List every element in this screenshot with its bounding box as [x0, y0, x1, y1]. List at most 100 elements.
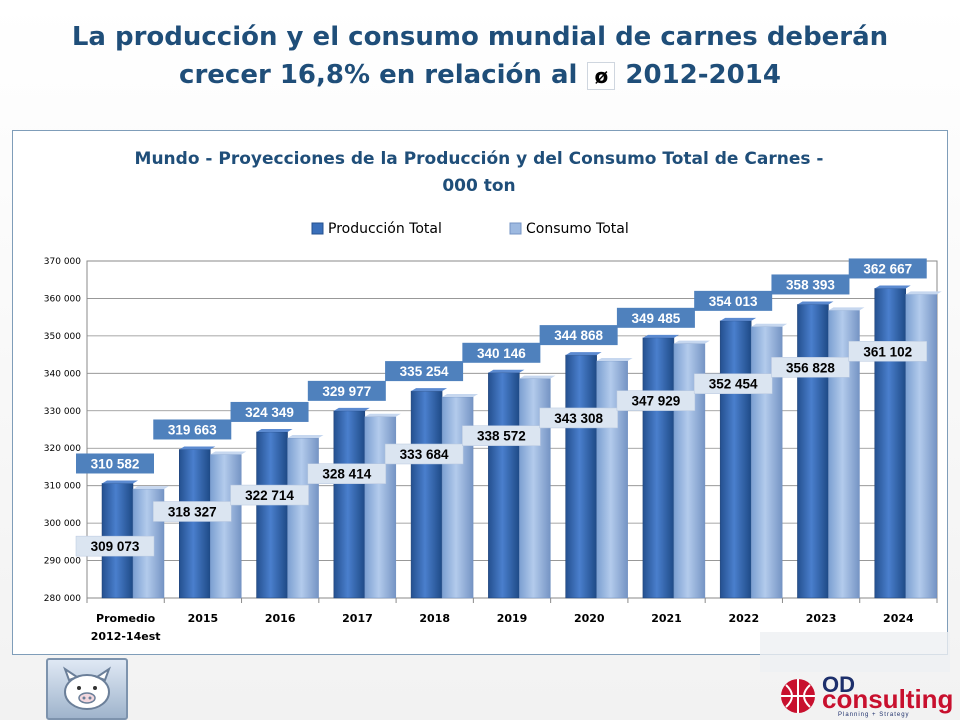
- bar-consumo: [210, 454, 242, 599]
- bar-produccion: [719, 320, 752, 599]
- x-tick-label: 2022: [729, 612, 760, 625]
- x-tick-label: 2019: [497, 612, 528, 625]
- data-label-box-produccion: [462, 342, 541, 363]
- bar-top-produccion: [642, 334, 679, 338]
- bar-top-consumo: [133, 486, 169, 490]
- legend-swatch-consumo: [509, 222, 522, 235]
- bar-top-consumo: [210, 451, 247, 455]
- data-label-produccion: 358 393: [786, 277, 835, 292]
- data-label-consumo: 338 572: [477, 429, 526, 444]
- x-tick-label: 2023: [806, 612, 837, 625]
- x-tick-label: 2017: [342, 612, 373, 625]
- diameter-symbol: ø: [587, 61, 616, 90]
- bar-top-produccion: [411, 388, 448, 392]
- data-label-box-produccion: [539, 325, 618, 346]
- y-tick-label: 310 000: [44, 482, 81, 492]
- data-label-produccion: 362 667: [863, 261, 912, 276]
- bar-produccion: [874, 288, 906, 599]
- y-tick-label: 350 000: [44, 332, 81, 342]
- bar-chart: Mundo - Proyecciones de la Producción y …: [44, 149, 942, 643]
- x-tick-label: 2015: [188, 612, 219, 625]
- chart-title-line2: 000 ton: [442, 176, 515, 196]
- data-label-box-consumo: [693, 373, 773, 394]
- data-label-box-consumo: [771, 357, 850, 378]
- y-tick-label: 370 000: [44, 257, 81, 267]
- x-tick-label: 2016: [265, 612, 296, 625]
- data-label-consumo: 356 828: [786, 360, 835, 375]
- x-tick-label-line2: 2012-14est: [91, 630, 161, 643]
- data-label-consumo: 318 327: [168, 504, 217, 519]
- data-label-produccion: 340 146: [477, 346, 526, 361]
- data-label-produccion: 329 977: [322, 384, 371, 399]
- data-label-box-consumo: [307, 463, 387, 484]
- slide-title-line2: crecer 16,8% en relación al ø 2012-2014: [60, 56, 900, 94]
- slide-title: La producción y el consumo mundial de ca…: [60, 18, 900, 94]
- logo-od-text: OD: [822, 672, 855, 697]
- data-label-box-consumo: [848, 341, 927, 362]
- data-label-produccion: 344 868: [554, 328, 603, 343]
- bar-top-produccion: [797, 301, 834, 305]
- globe-icon: [781, 679, 815, 713]
- logo-consulting-text: consulting: [822, 684, 954, 714]
- data-label-box-produccion: [76, 453, 154, 474]
- chart-title: Mundo - Proyecciones de la Producción y …: [135, 149, 824, 169]
- data-label-box-consumo: [75, 535, 155, 557]
- y-tick-label: 280 000: [44, 594, 81, 604]
- data-label-consumo: 309 073: [91, 539, 140, 554]
- data-label-box-consumo: [539, 407, 618, 429]
- bar-top-produccion: [874, 285, 911, 289]
- bar-produccion: [333, 410, 366, 599]
- data-label-produccion: 335 254: [400, 364, 449, 379]
- data-label-box-produccion: [230, 401, 309, 422]
- data-label-box-consumo: [230, 484, 309, 506]
- bar-top-consumo: [287, 435, 324, 439]
- bar-produccion: [179, 449, 211, 599]
- data-label-produccion: 349 485: [632, 311, 681, 326]
- data-label-box-produccion: [694, 290, 773, 311]
- slide-title-line2-post: 2012-2014: [625, 60, 781, 90]
- bar-top-consumo: [905, 291, 942, 295]
- bar-top-produccion: [256, 428, 293, 432]
- legend-label-consumo: Consumo Total: [526, 221, 629, 237]
- y-tick-label: 340 000: [44, 369, 81, 379]
- bar-top-produccion: [565, 352, 602, 356]
- data-label-produccion: 324 349: [245, 405, 294, 420]
- logo-shadow: [760, 632, 950, 672]
- data-label-consumo: 347 929: [632, 394, 681, 409]
- x-tick-label: Promedio: [96, 612, 156, 625]
- bar-top-produccion: [179, 446, 216, 450]
- bar-top-produccion: [102, 480, 138, 484]
- y-tick-label: 360 000: [44, 294, 81, 304]
- y-tick-label: 290 000: [44, 557, 81, 567]
- logo-tagline: Planning + Strategy: [838, 712, 910, 718]
- bar-top-produccion: [333, 407, 370, 411]
- bar-produccion: [797, 304, 829, 599]
- data-label-box-produccion: [385, 361, 464, 382]
- bar-top-consumo: [751, 323, 788, 327]
- legend-swatch-produccion: [311, 222, 324, 235]
- data-label-consumo: 328 414: [322, 467, 371, 482]
- data-label-box-produccion: [153, 419, 232, 440]
- od-consulting-logo: OD consulting Planning + Strategy: [760, 632, 954, 718]
- chart-legend: Producción Total Consumo Total: [311, 221, 629, 237]
- bar-top-consumo: [673, 340, 710, 344]
- x-tick-label: 2020: [574, 612, 605, 625]
- bar-top-produccion: [720, 317, 757, 321]
- x-tick-label: 2021: [651, 612, 682, 625]
- data-label-produccion: 310 582: [91, 456, 140, 471]
- data-label-box-consumo: [462, 425, 541, 446]
- data-label-box-produccion: [307, 380, 386, 401]
- x-tick-label: 2018: [419, 612, 450, 625]
- pig-icon: [63, 666, 111, 710]
- data-label-produccion: 354 013: [709, 294, 758, 309]
- bar-produccion: [642, 337, 675, 599]
- bar-top-consumo: [519, 375, 556, 379]
- bar-top-consumo: [364, 413, 401, 417]
- bar-produccion: [256, 431, 288, 599]
- bar-produccion: [488, 372, 520, 599]
- data-label-produccion: 319 663: [168, 422, 217, 437]
- bar-consumo: [287, 437, 319, 599]
- legend-label-produccion: Producción Total: [328, 221, 442, 237]
- bar-consumo: [905, 294, 937, 599]
- bar-top-consumo: [596, 357, 633, 361]
